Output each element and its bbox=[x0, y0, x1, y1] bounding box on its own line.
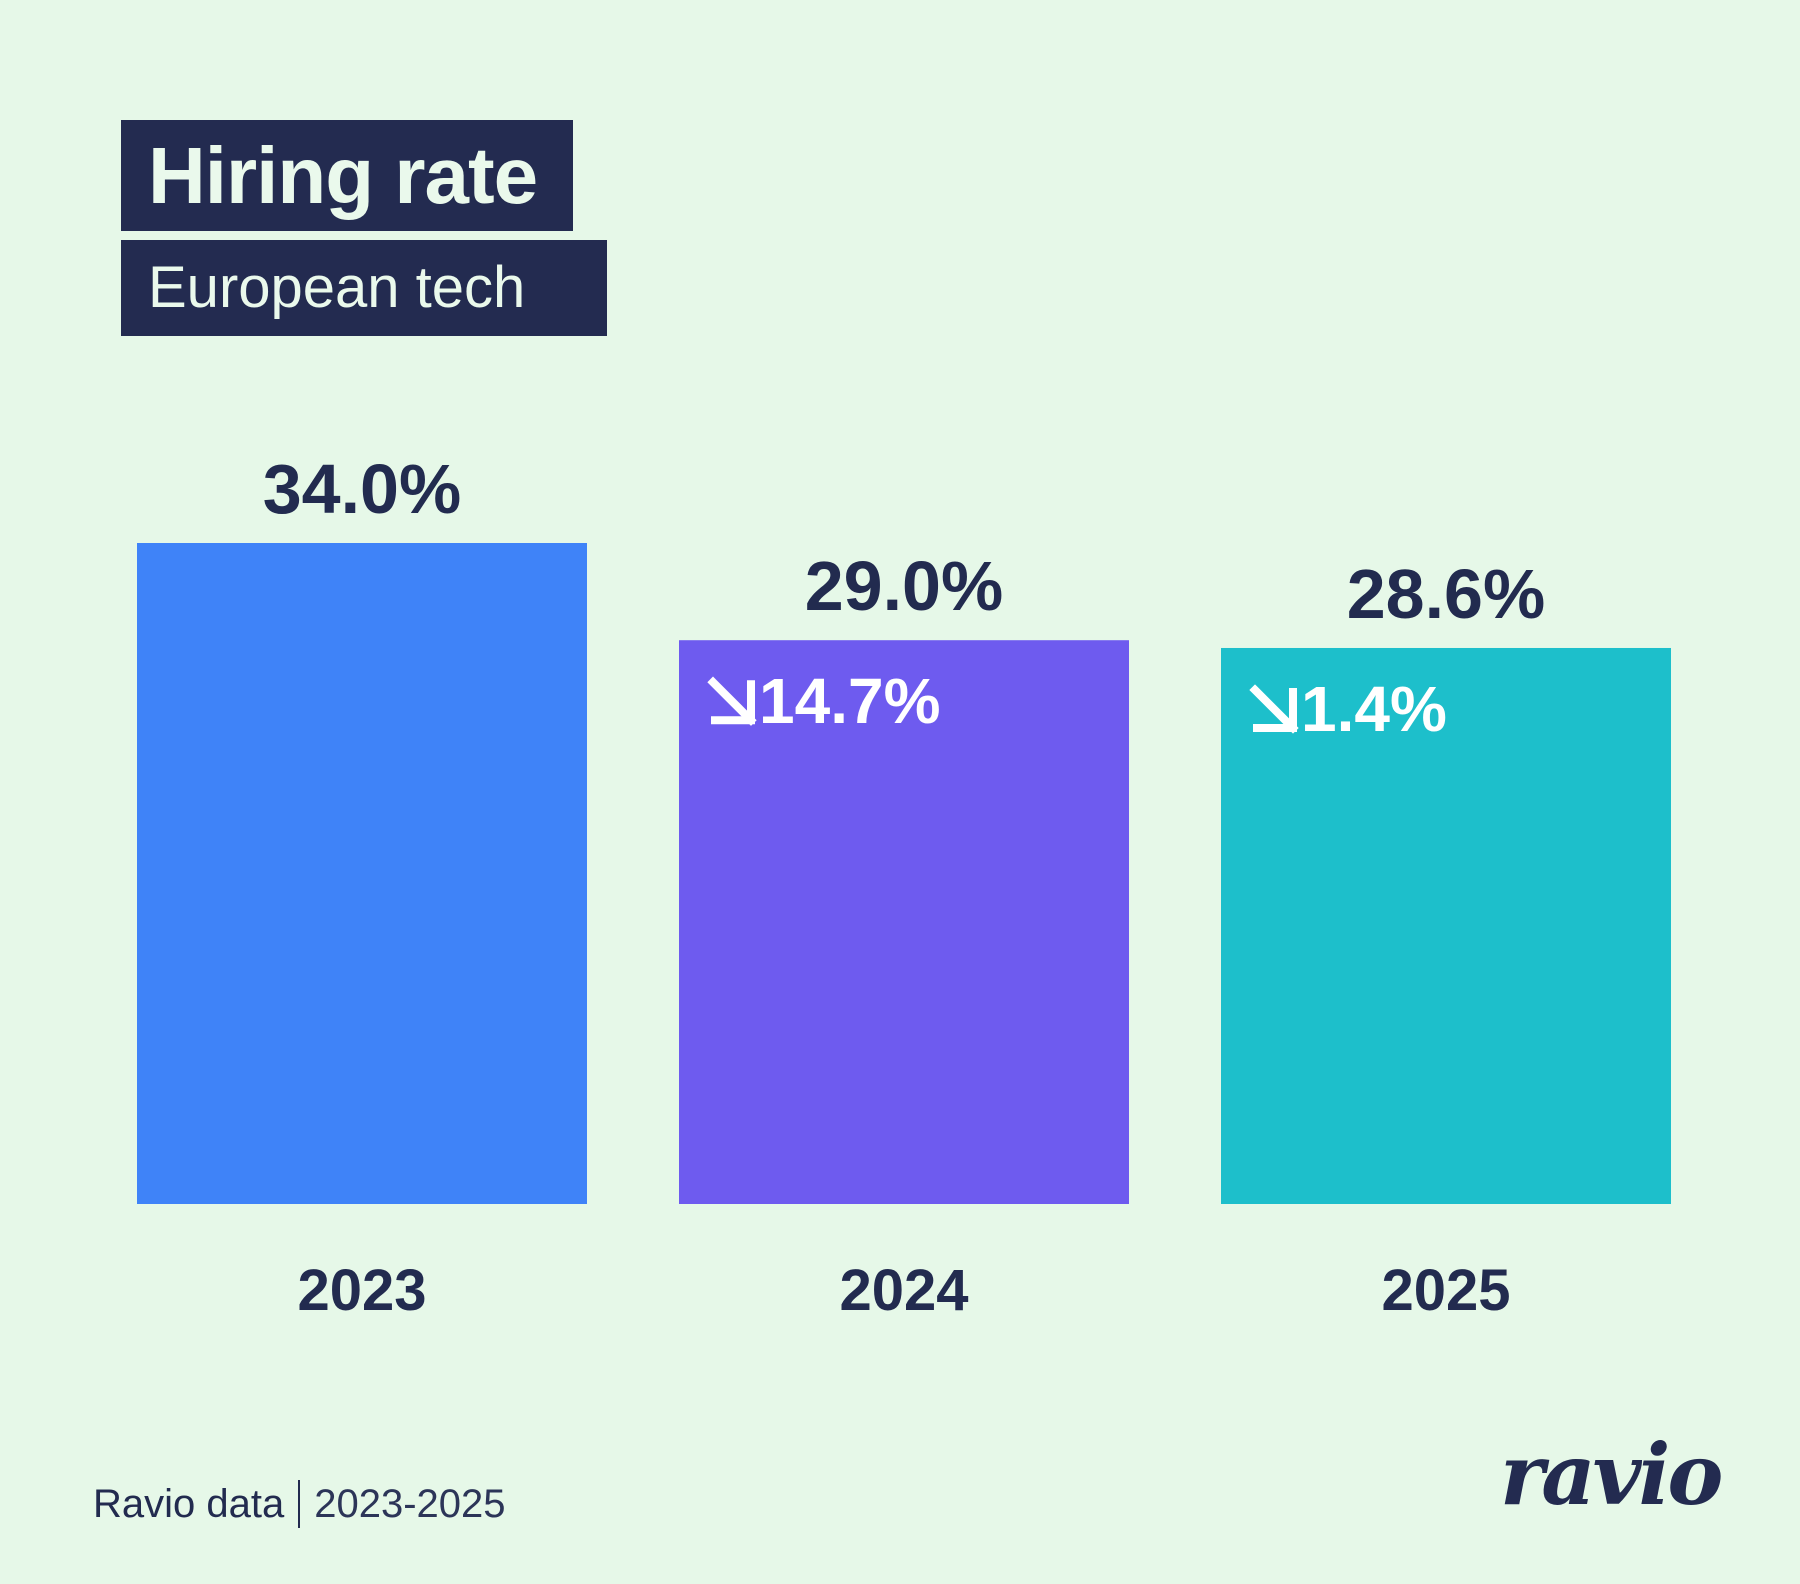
chart-title: Hiring rate bbox=[148, 131, 538, 220]
chart-subtitle: European tech bbox=[148, 255, 526, 320]
change-label-2024: 14.7% bbox=[759, 665, 940, 737]
year-label-2025: 2025 bbox=[1381, 1258, 1510, 1323]
bar-2025 bbox=[1221, 647, 1671, 1204]
source-label: Ravio data bbox=[93, 1481, 285, 1526]
subtitle-box: European tech bbox=[121, 240, 607, 336]
value-label-2024: 29.0% bbox=[805, 547, 1003, 625]
change-label-2025: 1.4% bbox=[1301, 673, 1447, 745]
arrow-down-right-icon bbox=[1249, 684, 1299, 734]
bar-2024 bbox=[679, 640, 1129, 1204]
date-range-label: 2023-2025 bbox=[314, 1481, 506, 1526]
year-label-2023: 2023 bbox=[297, 1258, 426, 1323]
ravio-logo: ravio bbox=[1500, 1425, 1723, 1524]
bar-2023 bbox=[137, 543, 587, 1204]
year-label-2024: 2024 bbox=[839, 1258, 968, 1323]
title-box: Hiring rate bbox=[121, 120, 573, 231]
arrow-down-right-icon bbox=[707, 676, 757, 726]
value-label-2023: 34.0% bbox=[263, 450, 461, 528]
footer-source: Ravio data 2023-2025 bbox=[93, 1476, 506, 1532]
value-label-2025: 28.6% bbox=[1347, 555, 1545, 633]
footer-divider bbox=[298, 1480, 301, 1528]
